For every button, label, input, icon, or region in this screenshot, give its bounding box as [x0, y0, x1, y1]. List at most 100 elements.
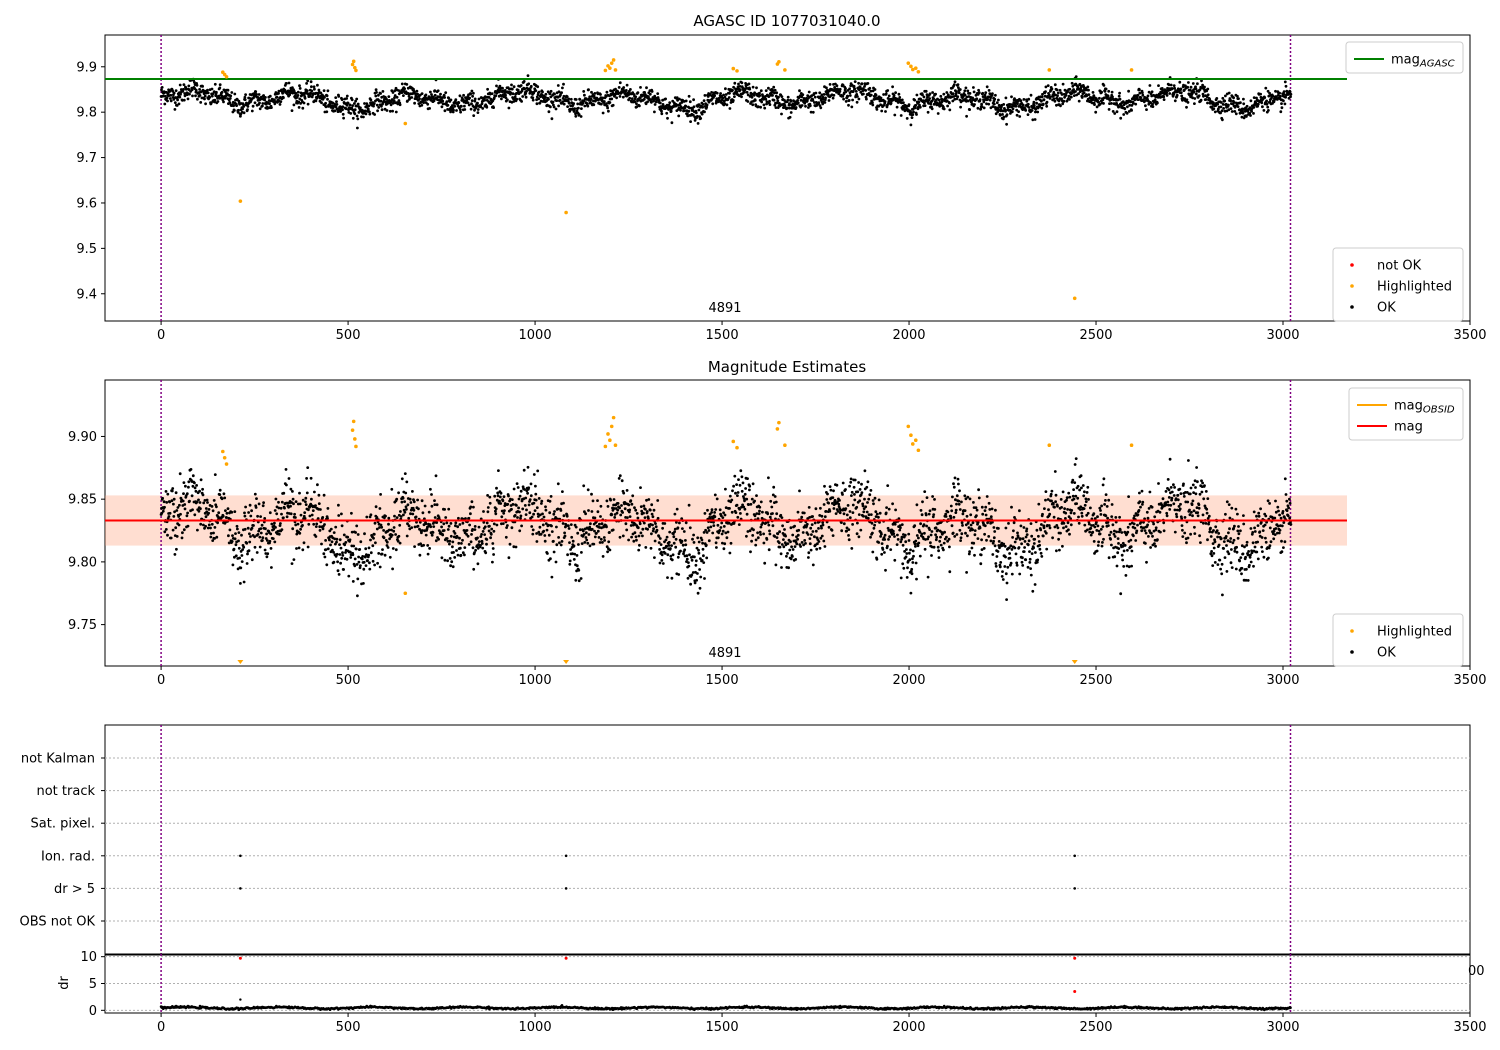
ok-point — [725, 536, 729, 540]
ok-point — [304, 503, 308, 506]
ok-point — [844, 87, 847, 90]
ok-point — [946, 93, 950, 97]
ok-point — [337, 95, 341, 98]
ok-point — [599, 537, 603, 541]
ok-point — [988, 98, 992, 102]
ok-point — [457, 541, 461, 545]
ok-point — [274, 526, 277, 529]
ok-point — [446, 559, 449, 563]
ok-point — [873, 88, 877, 91]
ok-point — [855, 100, 859, 104]
ok-point — [630, 502, 634, 506]
ok-point — [347, 574, 351, 578]
ok-point — [756, 517, 760, 521]
ok-point — [774, 106, 778, 109]
ok-point — [540, 499, 544, 503]
ok-point — [452, 108, 455, 112]
ok-point — [1175, 93, 1179, 97]
ok-point — [739, 512, 742, 515]
ok-point — [957, 91, 961, 95]
ok-point — [526, 465, 530, 469]
ok-point — [500, 509, 504, 513]
ok-point — [362, 582, 365, 585]
ok-point — [385, 540, 389, 544]
ok-point — [173, 101, 177, 104]
ok-point — [616, 502, 620, 505]
ok-point — [477, 540, 481, 543]
ok-point — [460, 104, 463, 108]
ok-point — [182, 98, 186, 102]
ok-point — [690, 573, 694, 577]
ok-point — [840, 529, 844, 533]
ok-point — [341, 554, 345, 557]
ok-point — [1222, 107, 1225, 110]
ok-point — [644, 507, 647, 511]
ok-point — [481, 107, 485, 110]
ok-point — [789, 99, 793, 103]
ok-point — [446, 528, 450, 531]
ok-point — [296, 94, 300, 97]
ok-point — [1102, 96, 1106, 100]
ok-point — [863, 497, 866, 501]
ok-point — [510, 526, 514, 530]
ok-point — [356, 533, 360, 536]
ok-point — [542, 529, 546, 533]
highlighted-point — [1047, 68, 1052, 72]
ok-point — [430, 533, 434, 537]
ok-point — [253, 101, 257, 105]
ok-point — [314, 504, 317, 508]
ok-point — [477, 97, 481, 101]
ok-point — [660, 550, 663, 554]
ok-point — [893, 113, 897, 117]
ok-point — [562, 102, 566, 106]
ok-point — [856, 95, 859, 98]
ok-point — [772, 98, 776, 102]
ok-point — [796, 101, 800, 105]
ok-point — [224, 509, 227, 512]
ok-point — [788, 102, 791, 106]
ok-point — [638, 96, 642, 100]
ok-point — [187, 84, 191, 88]
ok-point — [831, 96, 835, 100]
ok-point — [233, 92, 237, 96]
ok-point — [605, 525, 608, 529]
ok-point — [409, 501, 413, 504]
ok-point — [1185, 105, 1188, 109]
ok-point — [871, 103, 875, 107]
ok-point — [622, 491, 626, 495]
ok-point — [442, 522, 446, 526]
ok-point — [521, 95, 525, 98]
ok-point — [167, 515, 171, 518]
ok-point — [975, 97, 979, 101]
ok-point — [1102, 84, 1106, 87]
ok-point — [918, 105, 922, 109]
highlighted-point — [731, 66, 736, 71]
ok-point — [689, 582, 692, 586]
ok-point — [316, 483, 319, 487]
ok-point — [606, 106, 609, 110]
ok-point — [512, 545, 516, 549]
x-tick-label: 2000 — [892, 328, 925, 343]
ok-point — [379, 493, 382, 496]
ok-point — [346, 101, 350, 105]
ok-point — [178, 472, 182, 476]
ok-point — [653, 110, 656, 114]
ok-point — [1151, 105, 1155, 108]
ok-point — [658, 537, 662, 540]
ok-point — [1097, 100, 1100, 104]
ok-point — [559, 543, 563, 547]
ok-point — [1221, 118, 1224, 122]
ok-point — [1197, 94, 1201, 98]
ok-point — [274, 497, 278, 501]
ok-point — [570, 535, 574, 539]
ok-point — [314, 535, 318, 538]
ok-point — [1237, 97, 1240, 100]
ok-point — [440, 105, 444, 109]
ok-point — [866, 480, 870, 484]
ok-point — [719, 526, 723, 529]
ok-point — [659, 543, 663, 546]
ok-point — [567, 101, 571, 105]
ok-point — [204, 507, 208, 510]
ok-point — [774, 500, 778, 504]
ok-point — [357, 555, 360, 559]
